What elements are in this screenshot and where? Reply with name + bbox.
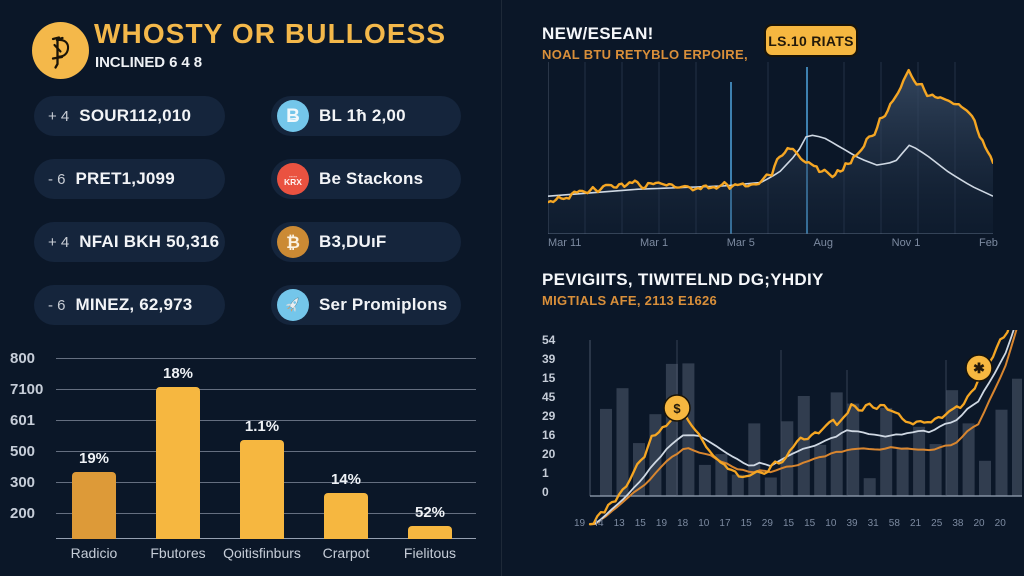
svg-text:$: $ [673,401,681,416]
svg-text:✱: ✱ [973,360,985,376]
svg-text:B: B [286,106,300,127]
svg-text:1: 1 [542,466,549,480]
svg-text:₿: ₿ [286,233,300,252]
svg-text:29: 29 [542,409,556,423]
svg-text:15: 15 [542,371,556,385]
svg-text:54: 54 [542,333,556,347]
svg-text:16: 16 [542,428,556,442]
svg-text:0: 0 [542,485,549,499]
svg-text:KRX: KRX [284,177,302,187]
svg-text:45: 45 [542,390,556,404]
svg-text:39: 39 [542,352,556,366]
svg-text:20: 20 [542,447,556,461]
